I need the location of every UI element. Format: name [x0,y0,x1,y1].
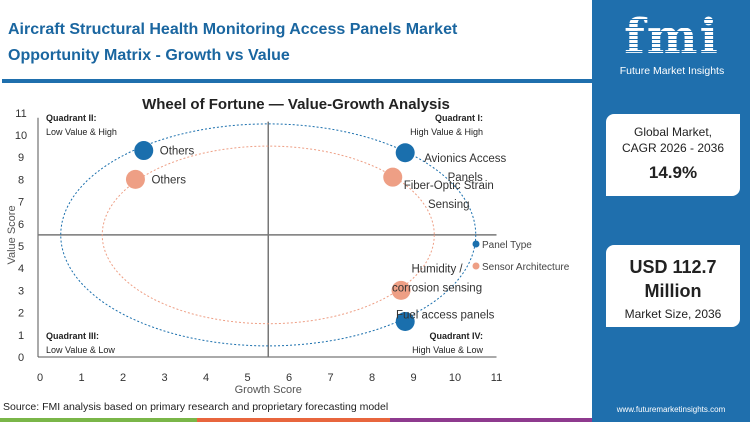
y-tick-label: 6 [18,219,24,231]
quadrant-subtitle: High Value & High [410,127,483,137]
legend-label: Panel Type [482,240,532,251]
quadrant-title: Quadrant IV: [429,331,483,341]
market-size-unit: Million [644,281,702,301]
y-axis-label: Value Score [6,205,18,264]
data-label: Others [151,174,186,186]
data-label-line: Others [151,174,186,186]
quadrant-title: Quadrant III: [46,331,99,341]
data-label-line: Fuel access panels [396,309,495,321]
market-size-card: USD 112.7 Million Market Size, 2036 [606,245,740,327]
sidebar: fmi Future Market Insights Global Market… [592,0,750,422]
cagr-label: Global Market, [633,125,713,139]
quadrant-subtitle: Low Value & High [46,127,117,137]
y-tick-label: 11 [15,108,26,120]
ring-0 [60,123,477,347]
data-label: Fiber-Optic Strain Sensing [404,180,494,211]
x-tick-label: 2 [120,372,126,384]
fmi-logo: fmi Future Market Insights [612,8,732,77]
x-tick-label: 5 [244,372,250,384]
ring-1 [101,145,435,325]
data-label-line: corrosion sensing [392,282,482,294]
data-point [383,167,403,187]
data-point [134,141,154,161]
y-tick-label: 5 [18,241,24,253]
y-tick-label: 10 [15,130,27,142]
y-tick-label: 8 [18,174,24,186]
cagr-card: Global Market, CAGR 2026 - 2036 14.9% [606,114,740,196]
x-tick-label: 10 [449,372,461,384]
y-tick-label: 0 [18,352,24,364]
strip-green [0,418,197,422]
strip-orange [197,418,390,422]
data-label-line: Humidity / [411,263,463,275]
data-label-line: Panels [448,172,483,184]
x-tick-label: 9 [410,372,416,384]
market-size-label: Market Size, 2036 [624,307,722,321]
data-point [395,311,415,331]
quadrant-subtitle: Low Value & Low [46,345,115,355]
cagr-period: CAGR 2026 - 2036 [621,141,725,155]
data-point [391,280,411,300]
data-point [125,169,145,189]
quadrant-title: Quadrant I: [435,113,483,123]
data-label-line: Fiber-Optic Strain [404,180,494,192]
chart-title: Wheel of Fortune — Value-Growth Analysis [142,96,450,113]
data-point [395,143,415,163]
source-note: Source: FMI analysis based on primary re… [3,401,389,413]
legend-label: Sensor Architecture [482,262,570,273]
x-tick-label: 6 [286,372,292,384]
x-tick-label: 8 [369,372,375,384]
y-tick-label: 1 [18,330,24,342]
x-tick-label: 1 [78,372,84,384]
market-size-value: USD 112.7 [629,257,717,277]
y-tick-label: 7 [18,197,24,209]
cagr-value: 14.9% [648,163,698,182]
data-label-line: Others [160,146,195,158]
data-label: Humidity / corrosion sensing [392,263,482,294]
x-tick-label: 7 [327,372,333,384]
y-tick-label: 3 [18,285,24,297]
quadrant-title: Quadrant II: [46,113,97,123]
legend-marker [472,262,480,270]
legend-marker [472,240,480,248]
website-link[interactable]: www.futuremarketinsights.com [616,405,726,414]
x-tick-label: 4 [203,372,209,384]
y-tick-label: 4 [18,263,24,275]
y-tick-label: 2 [18,308,24,320]
x-tick-label: 11 [491,372,502,384]
x-tick-label: 0 [37,372,43,384]
data-label-line: Avionics Access [424,153,506,165]
title-divider [2,79,592,83]
data-label: Fuel access panels [396,309,495,321]
x-tick-label: 3 [161,372,167,384]
page-title: Aircraft Structural Health Monitoring Ac… [8,21,458,64]
logo-mark: fmi [612,8,732,66]
quadrant-subtitle: High Value & Low [412,345,483,355]
data-label-line: Sensing [428,199,470,211]
x-axis-label: Growth Score [235,384,302,396]
data-label: Others [160,146,195,158]
data-label: Avionics Access Panels [424,153,506,184]
strip-purple [390,418,592,422]
y-tick-label: 9 [18,152,24,164]
brand-name: Future Market Insights [619,65,725,77]
opportunity-matrix-chart: Wheel of Fortune — Value-Growth Analysis… [6,96,570,396]
